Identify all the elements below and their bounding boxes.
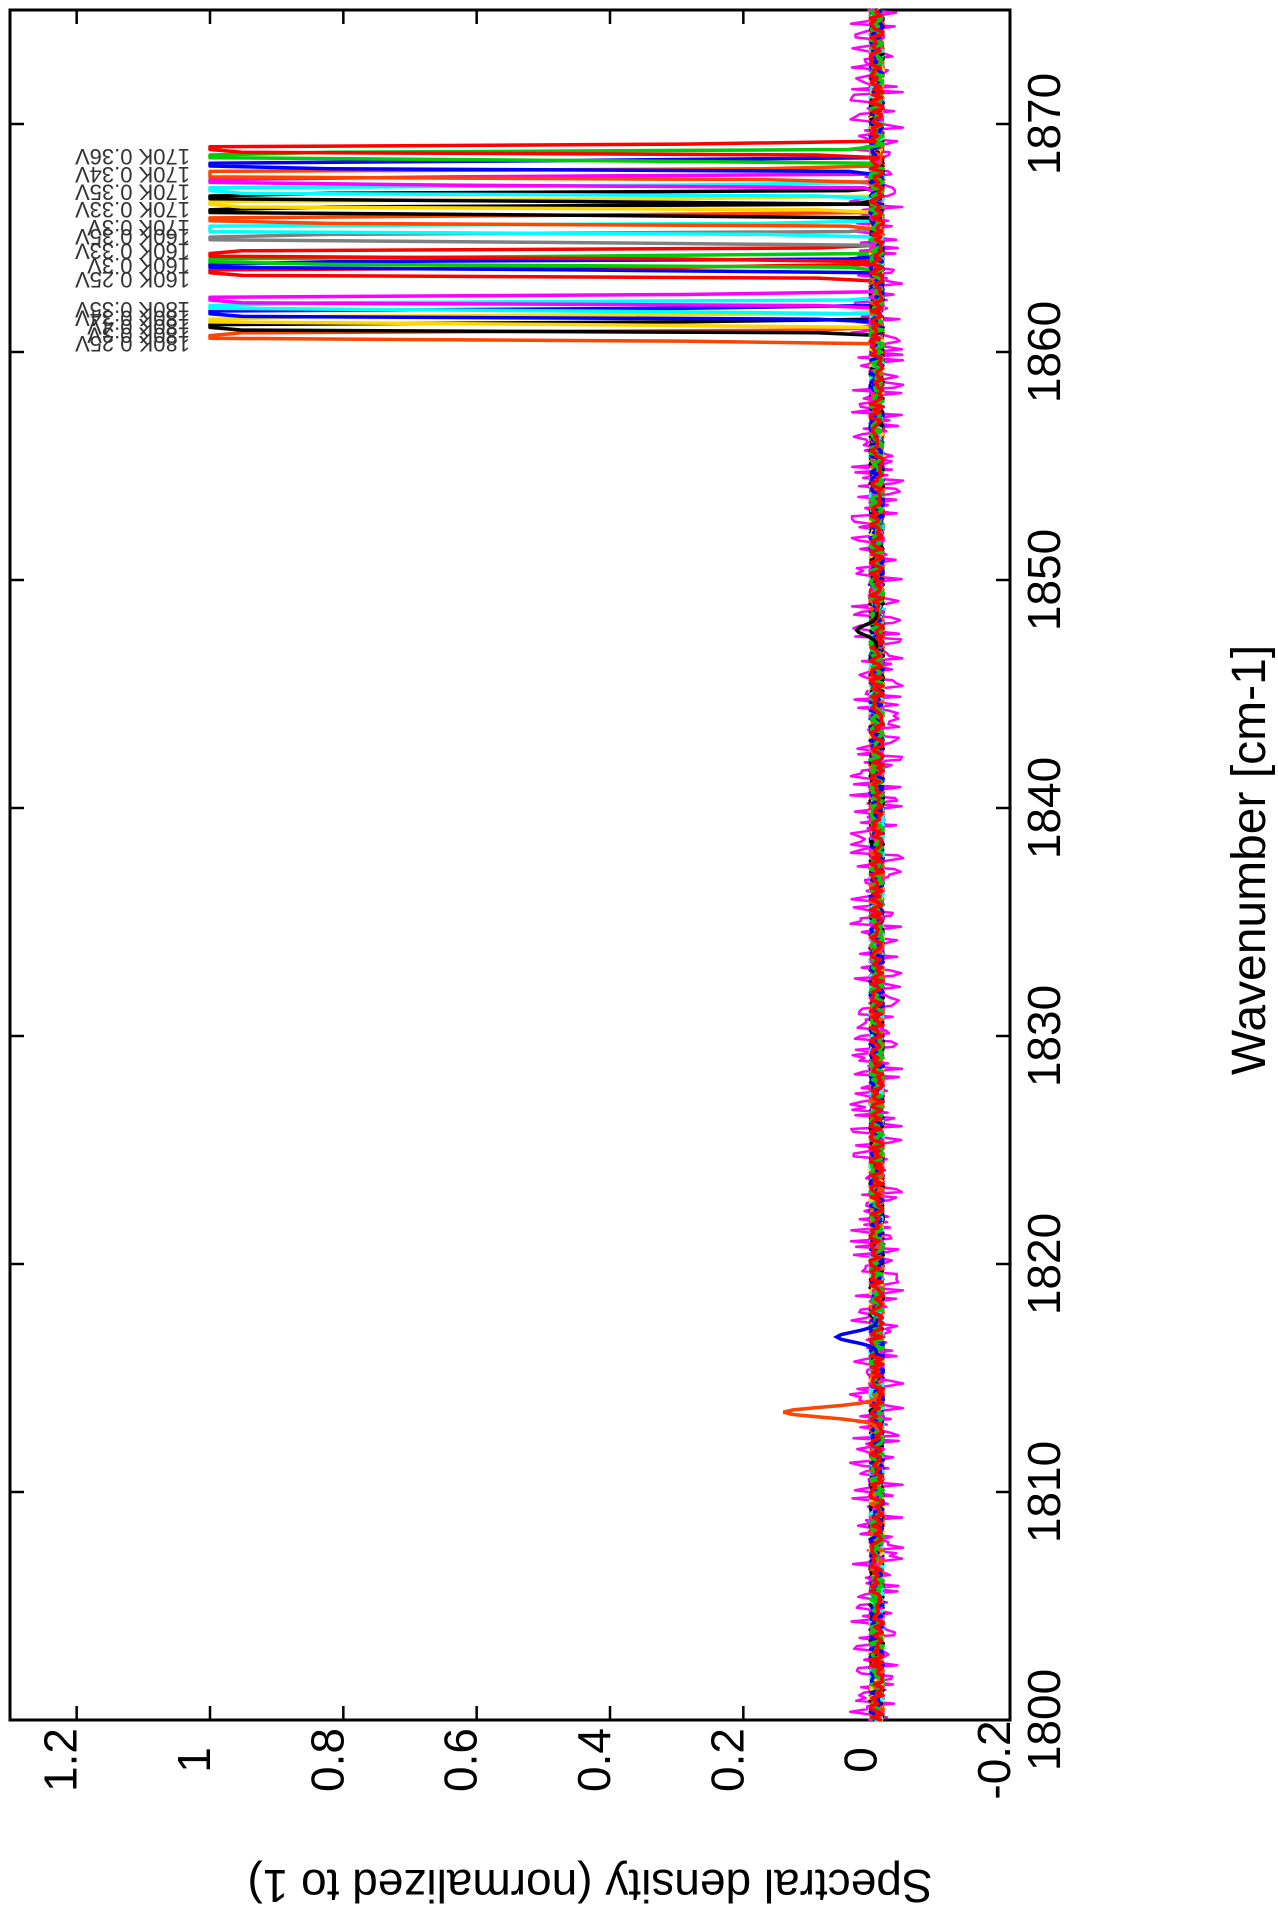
y-tick-label: 0.4 xyxy=(568,1728,620,1792)
peak-label: 170K 0.3V xyxy=(87,215,190,240)
y-tick-label: 1 xyxy=(168,1747,220,1773)
peak-label: 160K 0.25V xyxy=(75,267,190,292)
x-tick-label: 1810 xyxy=(1018,1441,1070,1543)
peak-label: 180K 0.34V xyxy=(75,305,190,330)
peak-label: 180K 0.4V xyxy=(87,314,190,339)
y-axis-ticks: -0.2 0 0.2 0.4 0.6 0.8 1 1.2 xyxy=(35,10,1020,1800)
peak-label: 160K 0.33V xyxy=(75,238,190,263)
plot-frame xyxy=(8,8,1012,1722)
y-tick-label: 0.8 xyxy=(301,1728,353,1792)
peak-label: 180K 0.25V xyxy=(75,331,190,356)
peak-label: 160K 0.35V xyxy=(75,224,190,249)
peak-label: 170K 0.35V xyxy=(75,179,190,204)
y-tick-label: 0 xyxy=(835,1747,887,1773)
x-tick-label: 1800 xyxy=(1018,1669,1070,1771)
y-tick-label: 0.6 xyxy=(435,1728,487,1792)
y-tick-label: -0.2 xyxy=(968,1720,1020,1799)
peak-label: 180K 0.35V xyxy=(75,297,190,322)
x-tick-label: 1860 xyxy=(1018,301,1070,403)
y-tick-label: 0.2 xyxy=(701,1728,753,1792)
peak-label: 170K 0.34V xyxy=(75,162,190,187)
series-line xyxy=(208,9,886,1722)
peak-label: 180K 0.3V xyxy=(87,322,190,347)
x-tick-label: 1830 xyxy=(1018,985,1070,1087)
x-tick-label: 1820 xyxy=(1018,1213,1070,1315)
x-tick-label: 1850 xyxy=(1018,529,1070,631)
peak-label: 160K 0.3V xyxy=(87,253,190,278)
peak-label: 170K 0.33V xyxy=(75,197,190,222)
x-axis-title: Wavenumber [cm-1] xyxy=(1223,645,1276,1075)
x-axis-ticks: 1800 1810 1820 1830 1840 1850 1860 1870 xyxy=(10,73,1070,1771)
minor-peak xyxy=(832,1318,879,1356)
peak-label: 170K 0.36V xyxy=(75,144,190,169)
y-tick-label: 1.2 xyxy=(35,1728,87,1792)
minor-peak xyxy=(782,1393,879,1431)
x-tick-label: 1870 xyxy=(1018,73,1070,175)
minor-peak xyxy=(854,611,879,649)
series-line xyxy=(848,8,905,1722)
y-axis-title: Spectral density (normalized to 1) xyxy=(247,1860,932,1906)
x-tick-label: 1840 xyxy=(1018,757,1070,859)
series-layer xyxy=(208,8,905,1722)
